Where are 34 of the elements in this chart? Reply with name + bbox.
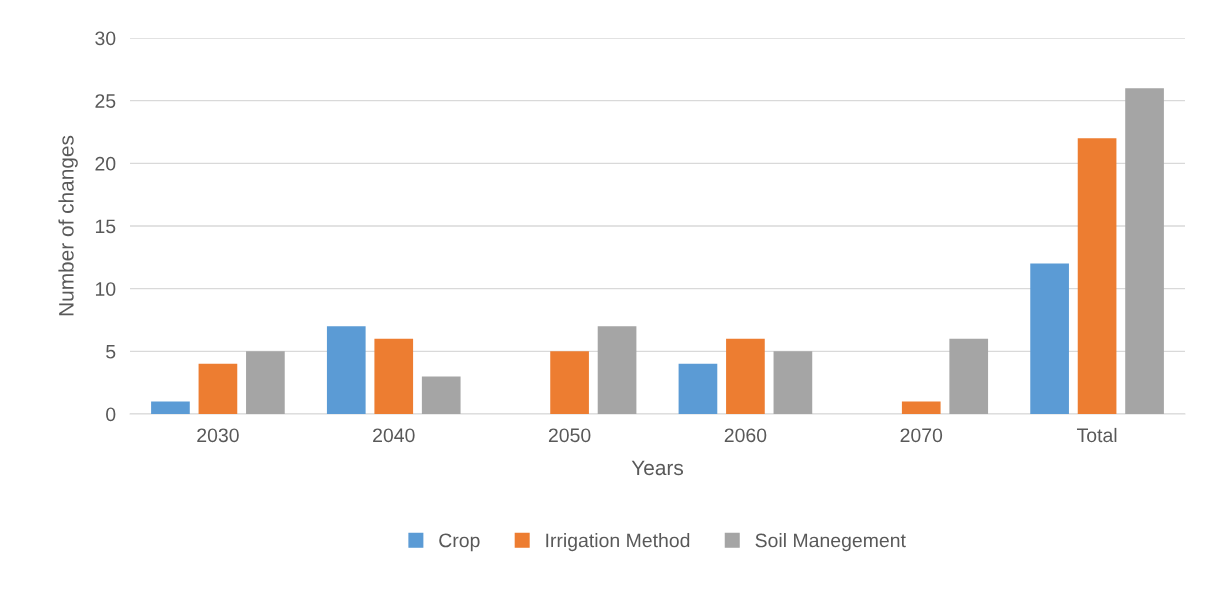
y-tick-label: 20 bbox=[95, 156, 116, 171]
y-tick-label: 5 bbox=[106, 345, 116, 359]
x-tick-label: 2070 bbox=[900, 428, 943, 443]
x-tick-label: 2060 bbox=[724, 428, 767, 443]
bar bbox=[374, 338, 414, 414]
bar bbox=[1077, 138, 1117, 414]
bar bbox=[421, 376, 461, 414]
bar bbox=[678, 363, 718, 414]
legend-label: Crop bbox=[439, 533, 480, 552]
y-tick-label: 15 bbox=[95, 219, 116, 234]
y-axis-title: Number of changes bbox=[58, 135, 78, 316]
x-tick-label: 2040 bbox=[373, 428, 415, 443]
bar bbox=[726, 338, 765, 414]
x-axis-title: Years bbox=[631, 460, 684, 476]
bar bbox=[597, 326, 637, 414]
bar bbox=[198, 363, 238, 414]
bar bbox=[246, 351, 285, 414]
x-tick-label: 2050 bbox=[548, 428, 591, 443]
bar bbox=[151, 401, 190, 414]
y-tick-label: 0 bbox=[106, 407, 116, 422]
bar bbox=[1030, 263, 1069, 414]
bar bbox=[773, 351, 813, 414]
x-tick-label: Total bbox=[1076, 427, 1117, 443]
bar bbox=[1125, 88, 1164, 414]
bar bbox=[901, 401, 941, 414]
bar bbox=[326, 326, 366, 414]
y-tick-label: 10 bbox=[95, 282, 116, 296]
bar bbox=[949, 338, 989, 414]
x-tick-label: 2030 bbox=[197, 428, 239, 443]
legend-label: Irrigation Method bbox=[546, 533, 690, 552]
legend-label: Soil Manegement bbox=[755, 533, 906, 552]
y-tick-label: 25 bbox=[95, 94, 116, 108]
y-tick-label: 30 bbox=[95, 31, 116, 46]
bar bbox=[550, 351, 589, 414]
